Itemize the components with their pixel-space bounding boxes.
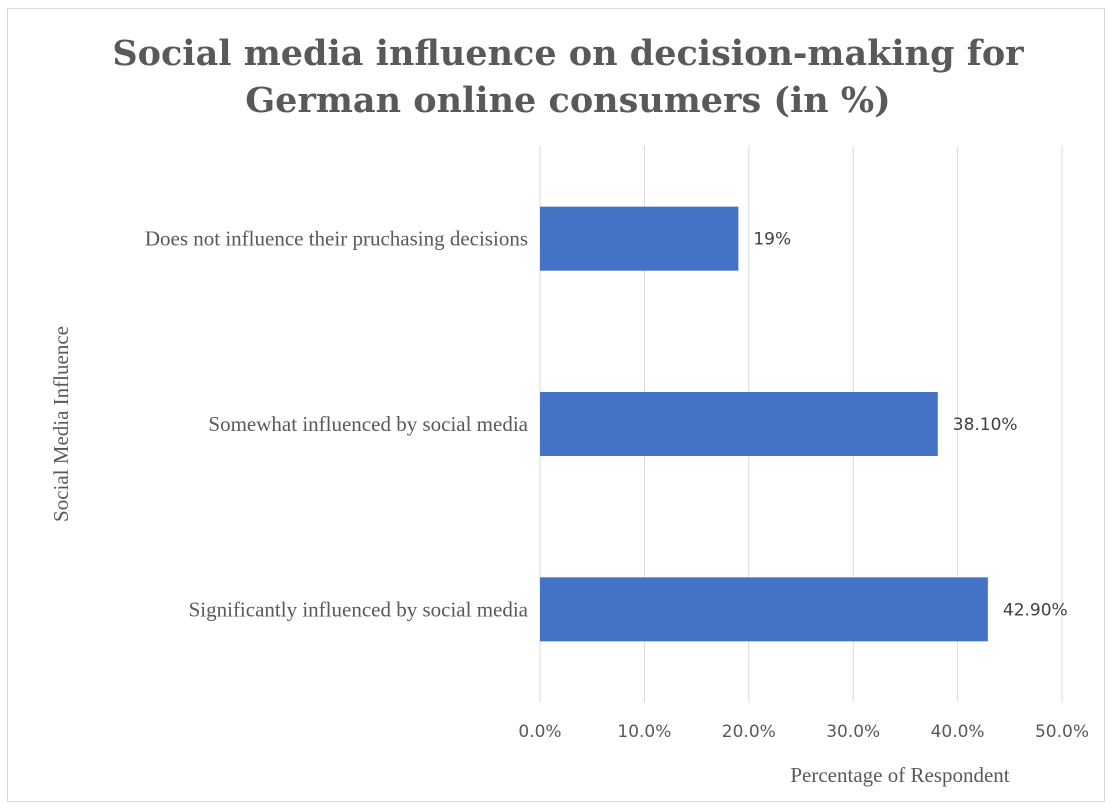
data-label: 19% [753, 230, 791, 250]
bar [540, 577, 988, 642]
data-label: 38.10% [953, 415, 1018, 435]
x-axis-title: Percentage of Respondent [790, 763, 1009, 787]
x-tick-label: 50.0% [1035, 722, 1089, 742]
x-tick-label: 40.0% [931, 722, 985, 742]
category-label: Somewhat influenced by social media [208, 412, 528, 436]
category-label: Does not influence their pruchasing deci… [145, 227, 528, 251]
data-label: 42.90% [1003, 600, 1068, 620]
x-tick-label: 0.0% [518, 722, 561, 742]
bars [540, 206, 988, 642]
x-tick-label: 20.0% [722, 722, 776, 742]
bar [540, 392, 938, 456]
x-tick-label: 10.0% [617, 722, 671, 742]
chart-title-line-2: German online consumers (in %) [245, 80, 890, 121]
y-axis-title: Social Media Influence [49, 326, 73, 522]
bar [540, 206, 739, 271]
chart-title-line-1: Social media influence on decision-makin… [112, 33, 1024, 74]
x-tick-label: 30.0% [826, 722, 880, 742]
category-label: Significantly influenced by social media [189, 597, 529, 621]
labels: 0.0% 10.0% 20.0% 30.0% 40.0% 50.0% Does not in… [145, 227, 1089, 742]
